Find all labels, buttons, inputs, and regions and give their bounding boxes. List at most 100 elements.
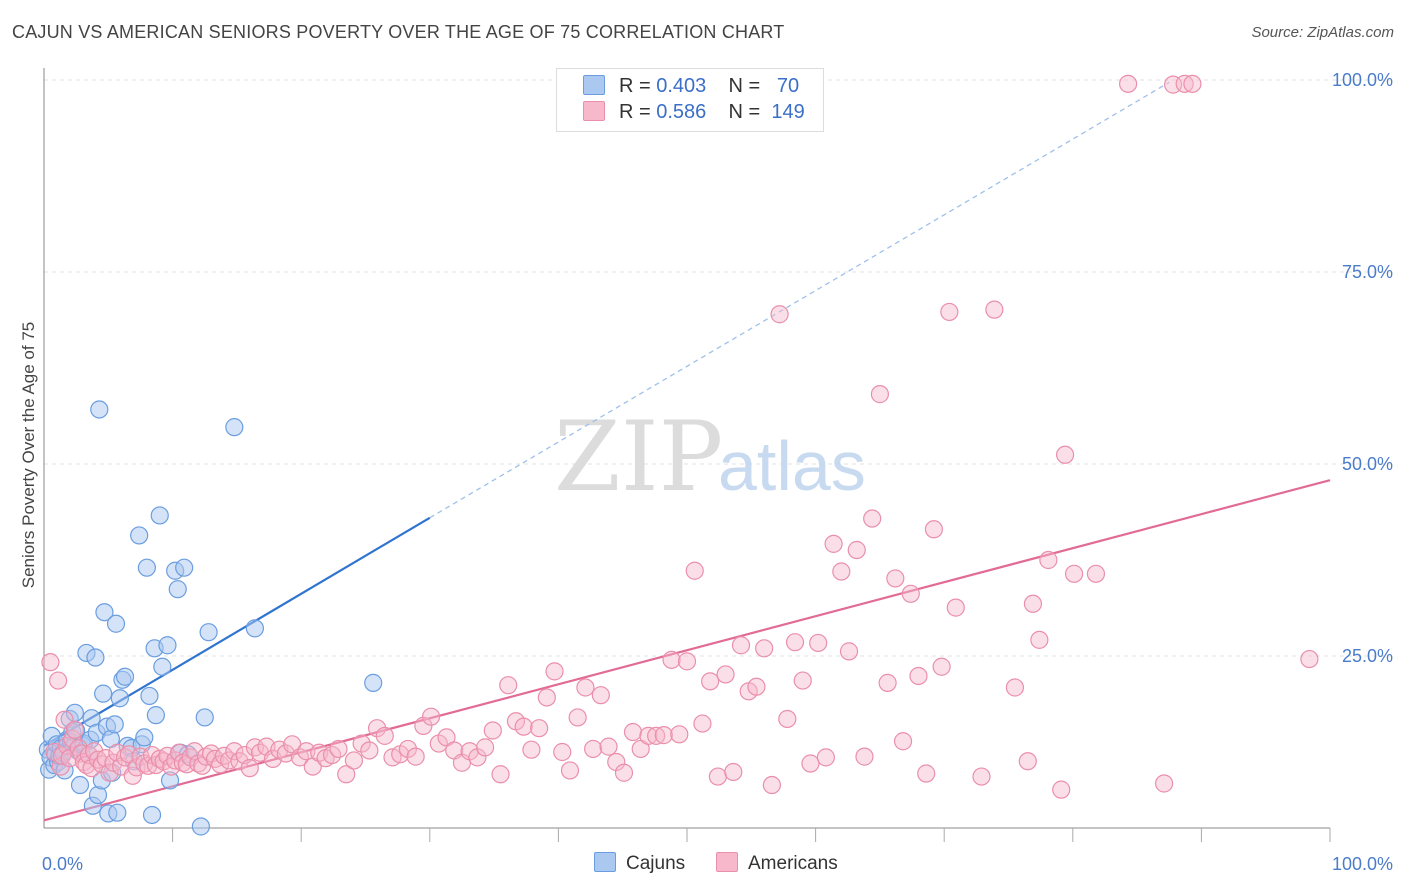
americans-point — [352, 734, 371, 753]
americans-point — [839, 642, 859, 661]
americans-point — [406, 747, 425, 766]
cajuns-point — [95, 603, 114, 622]
cajuns-point — [150, 506, 169, 525]
americans-point — [1118, 74, 1138, 93]
cajuns-trendline-extension — [429, 81, 1170, 519]
americans-point — [499, 676, 518, 695]
americans-point — [793, 671, 812, 690]
y-tick-label: 50.0% — [1342, 454, 1393, 474]
americans-swatch — [583, 101, 605, 121]
americans-point — [909, 666, 928, 686]
americans-point — [123, 766, 142, 785]
americans-point — [1039, 550, 1058, 570]
cajuns-point — [146, 706, 165, 725]
cajuns-point — [153, 657, 172, 676]
y-tick-labels: 25.0% 50.0% 75.0% 100.0% — [1332, 70, 1393, 666]
legend-cajuns-n-label: N = — [728, 75, 761, 97]
americans-point — [946, 598, 965, 617]
cajuns-point — [94, 684, 113, 703]
legend: R = 0.403 N = 70 R = 0.586 N = 149 — [556, 68, 824, 132]
americans-point — [329, 739, 348, 759]
x-tick-label: 0.0% — [42, 854, 83, 874]
trendlines — [43, 81, 1331, 822]
americans-point — [886, 569, 905, 588]
americans-point — [1052, 780, 1071, 799]
americans-point — [1300, 649, 1319, 669]
americans-point — [901, 584, 920, 603]
americans-point — [483, 721, 502, 740]
americans-point — [1023, 594, 1043, 613]
americans-point — [584, 739, 603, 759]
americans-point — [924, 520, 944, 539]
watermark-atlas: atlas — [718, 427, 866, 505]
cajuns-swatch — [583, 75, 605, 95]
bottom-cajuns-swatch — [594, 852, 616, 872]
americans-point — [708, 767, 727, 786]
legend-row-americans: R = 0.586 N = 149 — [583, 101, 805, 127]
americans-trendline — [43, 479, 1331, 822]
americans-point — [701, 672, 720, 691]
americans-point — [747, 677, 766, 696]
americans-point — [225, 742, 244, 761]
americans-point — [240, 759, 259, 778]
americans-point — [537, 688, 556, 707]
cajuns-point — [160, 771, 180, 790]
bottom-legend-cajuns-label: Cajuns — [626, 853, 686, 874]
americans-point — [591, 686, 610, 705]
americans-point — [647, 726, 666, 745]
x-tick-labels: 0.0% 100.0% — [42, 854, 1393, 874]
cajuns-point — [364, 673, 383, 692]
americans-point — [100, 763, 119, 782]
americans-point — [662, 650, 681, 669]
grid-lines — [44, 79, 1392, 657]
americans-point — [576, 678, 595, 697]
cajuns-point — [158, 636, 177, 655]
americans-point — [1086, 564, 1106, 583]
americans-point — [421, 707, 441, 726]
americans-point — [468, 748, 487, 767]
americans-point — [878, 673, 897, 692]
chart-title: CAJUN VS AMERICAN SENIORS POVERTY OVER T… — [12, 22, 785, 42]
bottom-americans-swatch — [716, 852, 738, 872]
americans-point — [870, 385, 890, 404]
americans-point — [49, 671, 68, 690]
cajuns-point — [70, 775, 90, 795]
cajuns-point — [86, 648, 105, 667]
americans-point — [832, 562, 851, 581]
americans-point — [1064, 564, 1084, 583]
americans-point — [398, 739, 418, 759]
americans-point — [367, 719, 387, 738]
watermark-zip: ZIP — [554, 401, 723, 513]
americans-point — [1155, 774, 1174, 793]
americans-point — [785, 633, 805, 652]
cajuns-point — [130, 526, 149, 545]
americans-point — [344, 751, 364, 770]
americans-point — [801, 754, 820, 773]
legend-cajuns-r-value: 0.403 — [656, 75, 707, 97]
americans-point — [1183, 74, 1202, 93]
americans-point — [560, 761, 580, 780]
americans-point — [1005, 678, 1025, 697]
bottom-legend-americans-label: Americans — [748, 853, 838, 874]
americans-point — [755, 639, 774, 658]
americans-point — [522, 740, 541, 759]
x-ticks — [172, 828, 1331, 842]
americans-point — [1055, 445, 1075, 464]
legend-americans-r-value: 0.586 — [656, 101, 707, 123]
americans-point — [855, 747, 874, 766]
cajuns-point — [106, 614, 126, 633]
americans-point — [276, 744, 295, 763]
americans-point — [816, 748, 835, 767]
americans-point — [491, 765, 510, 784]
americans-point — [972, 767, 991, 786]
cajuns-point — [225, 418, 244, 437]
americans-point — [599, 737, 618, 756]
y-axis-label: Seniors Poverty Over the Age of 75 — [19, 322, 38, 588]
americans-point — [778, 709, 797, 729]
americans-point — [863, 509, 882, 528]
americans-point — [614, 763, 634, 782]
cajuns-point — [175, 558, 194, 577]
americans-point — [211, 755, 230, 774]
americans-point — [770, 305, 789, 324]
